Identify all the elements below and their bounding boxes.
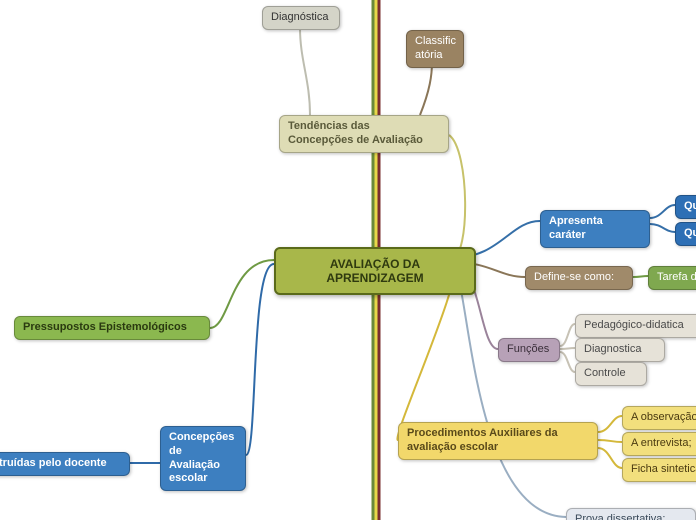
node-prova[interactable]: Prova dissertativa: [566,508,696,520]
node-tendencias[interactable]: Tendências das Concepções de Avaliação [279,115,449,153]
node-controle[interactable]: Controle [575,362,647,386]
mindmap-canvas: AVALIAÇÃO DA APRENDIZAGEM Diagnóstica Cla… [0,0,696,520]
node-observacao[interactable]: A observação; [622,406,696,430]
node-quan[interactable]: Quan [675,222,696,246]
node-quali[interactable]: Quali [675,195,696,219]
node-funcoes[interactable]: Funções [498,338,560,362]
node-classific[interactable]: Classific atória [406,30,464,68]
node-pressupostos[interactable]: Pressupostos Epistemológicos [14,316,210,340]
node-entrevista[interactable]: A entrevista; [622,432,696,456]
node-define[interactable]: Define-se como: [525,266,633,290]
node-procedimentos[interactable]: Procedimentos Auxiliares da avaliação es… [398,422,598,460]
node-apresenta[interactable]: Apresenta caráter [540,210,650,248]
node-truidas[interactable]: truídas pelo docente [0,452,130,476]
node-concepcoes[interactable]: Concepções de Avaliação escolar [160,426,246,491]
node-diag2[interactable]: Diagnostica [575,338,665,362]
node-pedagogico[interactable]: Pedagógico-didatica [575,314,696,338]
node-ficha[interactable]: Ficha sintetica [622,458,696,482]
node-diagnostica[interactable]: Diagnóstica [262,6,340,30]
node-tarefa[interactable]: Tarefa did [648,266,696,290]
center-node[interactable]: AVALIAÇÃO DA APRENDIZAGEM [274,247,476,295]
